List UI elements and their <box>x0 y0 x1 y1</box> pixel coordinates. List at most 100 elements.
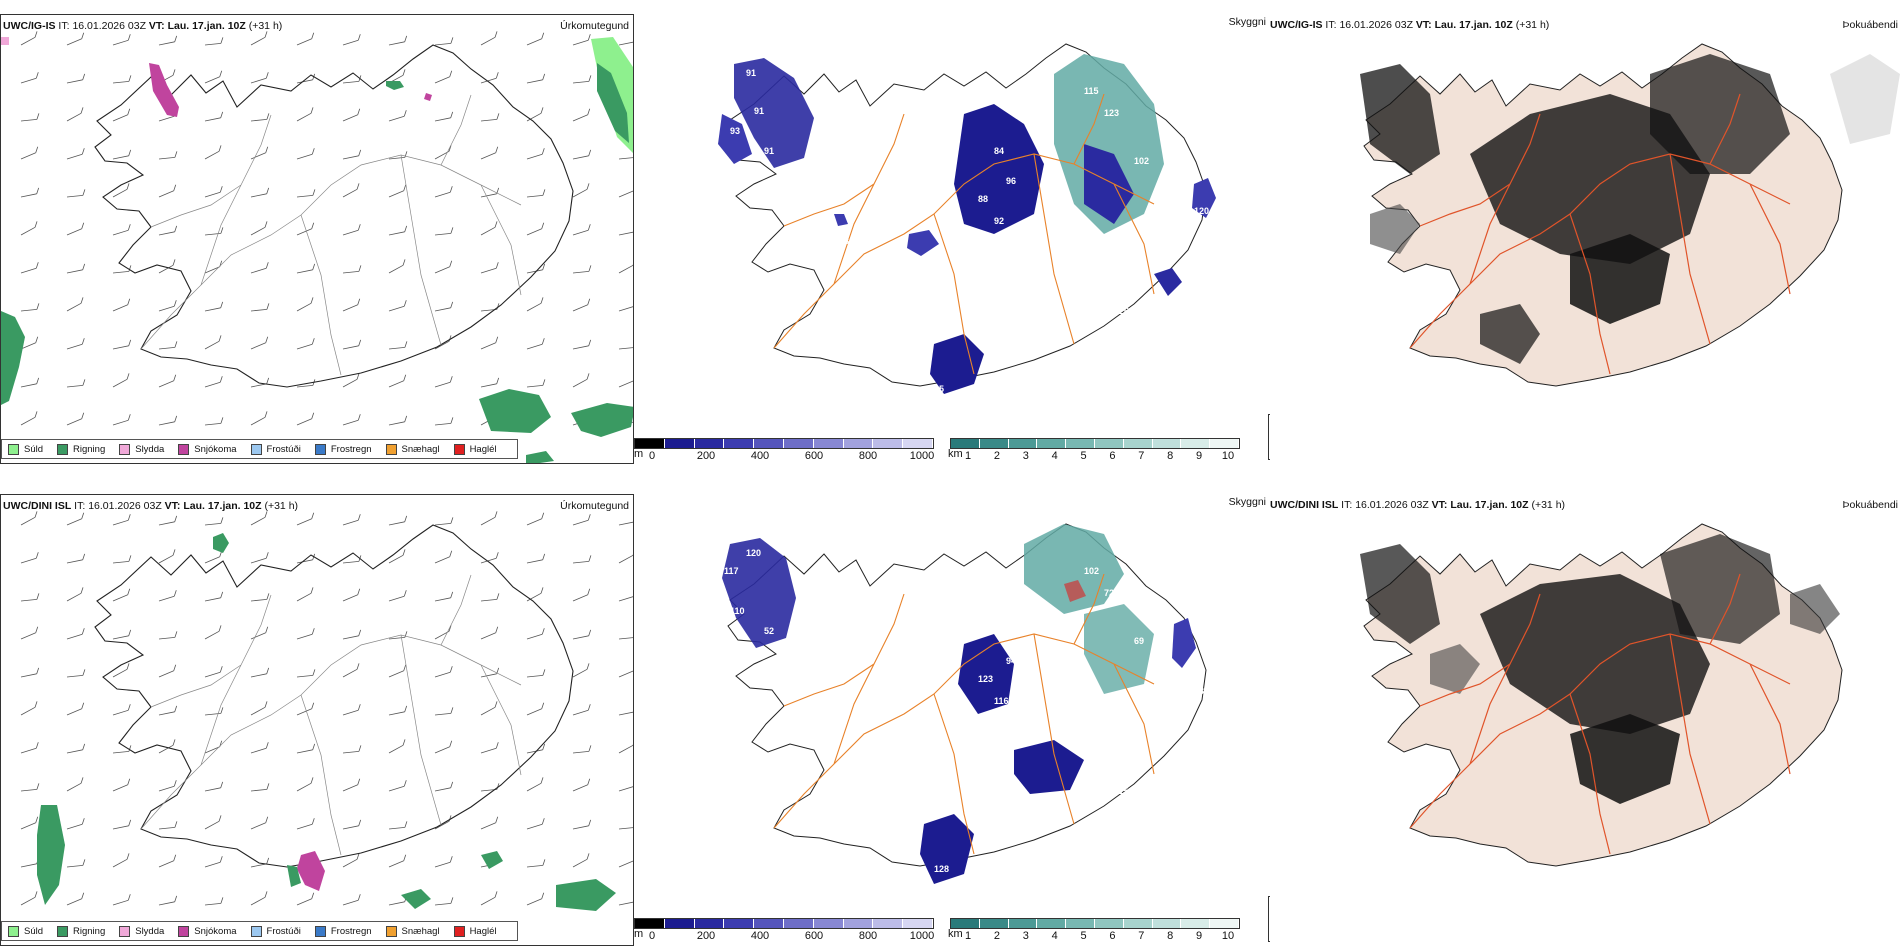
ceiling-labels: 9193929199148849688928183651151231021261… <box>724 68 1209 394</box>
ceiling-labels: 120 110 117 52 26 107 90 94 123 116 120 79 128 102 72 6… <box>724 548 1209 874</box>
it-label: IT: <box>74 500 86 512</box>
ceiling-label: 148 <box>834 236 849 246</box>
visibility-colorbar: 1 2 3 4 5 6 7 8 9 10 km <box>948 918 1240 942</box>
legend-item: Haglél <box>453 443 497 455</box>
legend-label: Frostregn <box>330 443 372 455</box>
visibility-unit: km <box>948 928 963 940</box>
colorbar-cell <box>1123 919 1153 928</box>
ceiling-unit: m <box>634 448 644 460</box>
legend-swatch <box>8 443 19 455</box>
colorbar-cell <box>754 919 784 928</box>
ceiling-label: 92 <box>724 86 734 96</box>
it-label: IT: <box>1341 499 1353 511</box>
ceiling-label: 83 <box>1054 216 1064 226</box>
colorbar-cell <box>635 439 665 448</box>
ceiling-label: 128 <box>934 864 949 874</box>
ceiling-label: 81 <box>984 232 994 242</box>
ceiling-label: 91 <box>764 146 774 156</box>
iceland-outline <box>727 523 1207 867</box>
colorbar-tick: 4 <box>1051 450 1058 462</box>
colorbar-cell <box>1094 439 1124 448</box>
legend-item: Frostregn <box>314 925 372 937</box>
colorbar-cell <box>694 919 725 928</box>
ceiling-label: 79 <box>1054 696 1064 706</box>
precip-type-map-row2: UWC/DINI ISL IT: 16.01.2026 03Z VT: Lau.… <box>0 494 634 946</box>
vt-value: Lau. 17.jan. 10Z <box>1434 19 1513 31</box>
vis-title: Skyggni <box>1228 16 1266 28</box>
legend-item: Snæhagl <box>385 925 440 937</box>
legend-swatch <box>119 925 131 937</box>
colorbar-tick: 600 <box>804 930 824 942</box>
vt-label: VT: <box>1431 499 1448 511</box>
road-network <box>1409 93 1791 375</box>
legend-label: Súld <box>24 925 44 937</box>
legend-label: Frostúði <box>266 925 301 937</box>
vt-value: Lau. 17.jan. 10Z <box>167 20 246 32</box>
ceiling-label: 126 <box>1114 306 1129 316</box>
ceiling-label: 115 <box>1114 786 1129 796</box>
legend-item: Súld <box>8 925 44 937</box>
legend-swatch <box>314 443 326 455</box>
ceiling-label: 93 <box>730 126 740 136</box>
colorbar-tick: 10 <box>1221 930 1235 942</box>
colorbar-tick: 200 <box>696 930 716 942</box>
precip-type-map-row1: UWC/IG-IS IT: 16.01.2026 03Z VT: Lau. 17… <box>0 14 634 464</box>
legend-swatch <box>385 443 397 455</box>
colorbar-cell <box>664 439 695 448</box>
legend-swatch <box>178 443 190 455</box>
cloud-legend: 060 <box>1268 414 1270 460</box>
map-header-row2: UWC/DINI ISL IT: 16.01.2026 03Z VT: Lau.… <box>3 500 298 512</box>
model-name: UWC/DINI ISL <box>3 500 72 512</box>
vt-label: VT: <box>1415 19 1432 31</box>
legend-label: Slydda <box>135 443 165 455</box>
model-name: UWC/DINI ISL <box>1270 499 1339 511</box>
road-network <box>1409 573 1791 855</box>
vis-map-svg-row1: 9193929199148849688928183651151231021261… <box>718 43 1216 394</box>
vis-map-svg-row2: 120 110 117 52 26 107 90 94 123 116 120 79 128 102 72 6… <box>722 523 1209 884</box>
precip-map-svg-row1 <box>1 31 633 463</box>
colorbar-tick: 6 <box>1109 930 1116 942</box>
colorbar-tick: 800 <box>858 450 878 462</box>
ceiling-label: 92 <box>994 216 1004 226</box>
ceiling-label: 120 <box>1194 206 1209 216</box>
legend-label: Rigning <box>73 443 106 455</box>
forecast-offset: (+31 h) <box>1531 499 1566 511</box>
precip-title: Úrkomutegund <box>560 20 629 32</box>
wind-barbs <box>20 31 633 426</box>
precip-patches <box>37 533 616 911</box>
colorbar-cell <box>635 919 665 928</box>
ceiling-colorbar: 0 200 400 600 800 1000 m <box>634 438 934 462</box>
ceiling-label: 91 <box>754 106 764 116</box>
colorbar-cell <box>873 919 904 928</box>
legend-swatch <box>57 925 69 937</box>
vis-title: Skyggni <box>1228 496 1266 508</box>
it-value: 16.01.2026 03Z <box>88 500 162 512</box>
colorbar-cell <box>1066 919 1095 928</box>
ceiling-unit: m <box>634 928 644 940</box>
ceiling-visibility-map-row2: 120 110 117 52 26 107 90 94 123 116 120 79 128 102 72 6… <box>634 494 1270 946</box>
colorbar-tick: 9 <box>1196 450 1203 462</box>
colorbar-cell <box>783 439 814 448</box>
colorbar-tick: 800 <box>858 930 878 942</box>
legend-item: Rigning <box>57 443 106 455</box>
legend-item: Súld <box>8 443 43 455</box>
fog-indicator-map-row1: UWC/IG-IS IT: 16.01.2026 03Z VT: Lau. 17… <box>1270 14 1900 464</box>
map-header-row2-fog: UWC/DINI ISL IT: 16.01.2026 03Z VT: Lau.… <box>1270 499 1565 511</box>
legend-item: Frostúði <box>250 925 301 937</box>
legend-swatch <box>385 925 397 937</box>
road-network <box>773 93 1155 375</box>
ceiling-label: 117 <box>724 566 739 576</box>
ceiling-label: 26 <box>784 676 794 686</box>
colorbar-cell <box>903 439 933 448</box>
forecast-offset: (+31 h) <box>248 20 283 32</box>
legend-item: Snjókoma <box>178 443 237 455</box>
colorbar-cell <box>979 919 1009 928</box>
ceiling-label: 120 <box>746 548 761 558</box>
ceiling-label: 94 <box>1006 656 1016 666</box>
forecast-offset: (+31 h) <box>1515 19 1550 31</box>
legend-swatch <box>314 925 326 937</box>
ceiling-label: 132 <box>1194 686 1209 696</box>
ceiling-label: 69 <box>1134 636 1144 646</box>
ceiling-label: 110 <box>730 606 745 616</box>
ceiling-label: 72 <box>1104 588 1114 598</box>
